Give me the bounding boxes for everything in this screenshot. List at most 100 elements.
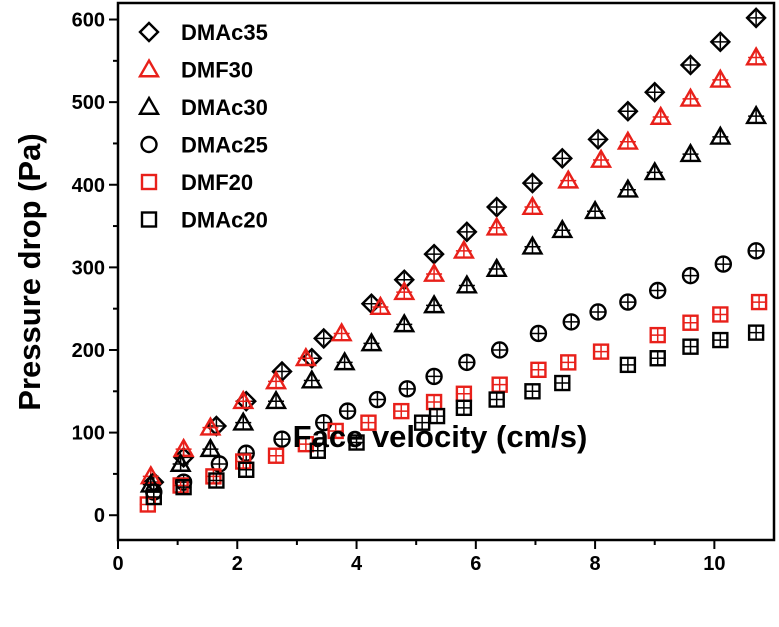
point-dmf30-7 <box>369 295 392 315</box>
x-tick-label-0: 0 <box>112 553 123 575</box>
point-dmac25-4 <box>273 430 291 448</box>
point-dmf20-6 <box>327 422 344 440</box>
point-dmac30-16 <box>643 160 666 181</box>
point-dmac20-14 <box>682 338 699 355</box>
point-dmac25-3 <box>237 444 255 462</box>
point-dmac35-11 <box>485 196 508 218</box>
point-dmac25-10 <box>458 353 476 372</box>
x-tick-label-4: 8 <box>590 553 601 575</box>
point-dmac20-5 <box>348 434 365 451</box>
y-tick-label-2: 200 <box>72 340 105 362</box>
point-dmf30-10 <box>452 239 475 259</box>
point-dmac30-13 <box>551 218 574 239</box>
point-dmac20-3 <box>238 461 255 478</box>
point-dmac25-14 <box>589 303 607 321</box>
point-dmac30-14 <box>584 199 607 220</box>
point-dmac25-17 <box>681 266 700 285</box>
point-dmac25-12 <box>529 324 548 343</box>
point-dmac20-0 <box>145 488 162 506</box>
point-dmac30-3 <box>232 411 255 431</box>
point-dmf20-4 <box>267 447 285 464</box>
legend-marker-dmac35 <box>138 21 160 43</box>
point-dmf30-16 <box>649 105 672 125</box>
y-tick-label-1: 100 <box>72 423 105 445</box>
point-dmf20-7 <box>360 414 377 431</box>
y-axis-label: Pressure drop (Pa) <box>12 133 47 410</box>
x-tick-label-1: 2 <box>232 553 243 575</box>
point-dmf20-3 <box>235 453 252 470</box>
x-tick-label-2: 4 <box>351 553 363 575</box>
point-dmac30-8 <box>393 312 416 333</box>
y-tick-label-0: 0 <box>94 505 105 527</box>
point-dmf20-9 <box>425 393 443 411</box>
point-dmac25-19 <box>747 242 765 260</box>
y-tick-label-5: 500 <box>72 92 105 114</box>
legend-item-dmf30: DMF30 <box>137 58 253 83</box>
point-dmf30-4 <box>264 369 288 390</box>
point-dmf30-17 <box>679 87 702 107</box>
point-dmac25-13 <box>562 313 580 331</box>
x-axis-ticks: 0 2 4 6 8 10 <box>112 540 725 575</box>
point-dmf20-1 <box>172 477 189 494</box>
y-tick-label-6: 600 <box>72 10 105 32</box>
point-dmac30-11 <box>485 257 508 277</box>
legend-item-dmac20: DMAc20 <box>140 208 268 233</box>
point-dmac20-12 <box>619 356 637 374</box>
point-dmf30-2 <box>199 416 222 436</box>
legend-item-dmf20: DMF20 <box>140 170 253 195</box>
point-dmac30-7 <box>360 331 383 352</box>
point-dmf20-16 <box>682 314 699 331</box>
point-dmac30-19 <box>745 104 768 125</box>
point-dmac35-16 <box>644 81 666 103</box>
point-dmf30-13 <box>557 169 580 189</box>
point-dmac20-2 <box>208 472 225 489</box>
point-dmf30-5 <box>294 346 317 367</box>
point-dmf20-12 <box>530 361 547 379</box>
legend-label-dmac35: DMAc35 <box>181 20 268 45</box>
point-dmac25-7 <box>368 390 387 409</box>
legend-label-dmf20: DMF20 <box>181 170 253 195</box>
legend-marker-dmac20 <box>140 211 158 228</box>
point-dmac20-7 <box>428 407 446 425</box>
point-dmac30-15 <box>616 178 639 198</box>
point-dmf30-6 <box>330 322 353 342</box>
point-dmf30-18 <box>709 68 732 88</box>
point-dmf20-10 <box>455 385 473 402</box>
point-dmac35-15 <box>617 100 639 122</box>
point-dmac30-12 <box>521 235 544 255</box>
plot-frame <box>116 1 776 542</box>
point-dmf20-17 <box>712 306 729 323</box>
point-dmac30-17 <box>679 142 702 163</box>
x-tick-label-3: 6 <box>470 553 481 575</box>
point-dmac25-9 <box>425 367 443 386</box>
point-dmac25-6 <box>338 402 357 420</box>
plot-points <box>139 7 768 513</box>
point-dmac30-10 <box>455 274 478 294</box>
legend: DMAc35 DMF30 DMAc30 DMAc25 DMF20 DMAc20 <box>137 20 268 233</box>
point-dmac30-5 <box>300 369 323 389</box>
point-dmf20-15 <box>649 326 666 344</box>
point-dmac25-8 <box>398 380 416 398</box>
point-dmf20-18 <box>750 293 768 311</box>
point-dmf30-9 <box>423 262 446 282</box>
point-dmac20-11 <box>554 374 571 392</box>
point-dmf20-11 <box>491 376 508 393</box>
point-dmac35-17 <box>679 54 702 76</box>
point-dmf30-8 <box>393 280 416 301</box>
point-dmac35-14 <box>587 128 609 151</box>
y-axis-ticks: 0 100 200 300 400 500 600 <box>72 10 118 527</box>
point-dmac30-2 <box>199 437 222 458</box>
y-tick-label-4: 400 <box>72 175 105 197</box>
point-dmac35-19 <box>745 7 767 29</box>
point-dmf30-3 <box>232 389 255 410</box>
point-dmac20-13 <box>649 350 666 367</box>
point-dmac35-12 <box>521 172 544 194</box>
point-dmac30-18 <box>709 125 732 145</box>
point-dmf30-14 <box>589 148 613 168</box>
point-dmac30-4 <box>264 389 288 410</box>
point-dmf30-12 <box>521 195 544 216</box>
point-dmac20-1 <box>175 478 192 496</box>
legend-item-dmac30: DMAc30 <box>137 95 268 120</box>
point-dmac30-6 <box>333 350 356 371</box>
